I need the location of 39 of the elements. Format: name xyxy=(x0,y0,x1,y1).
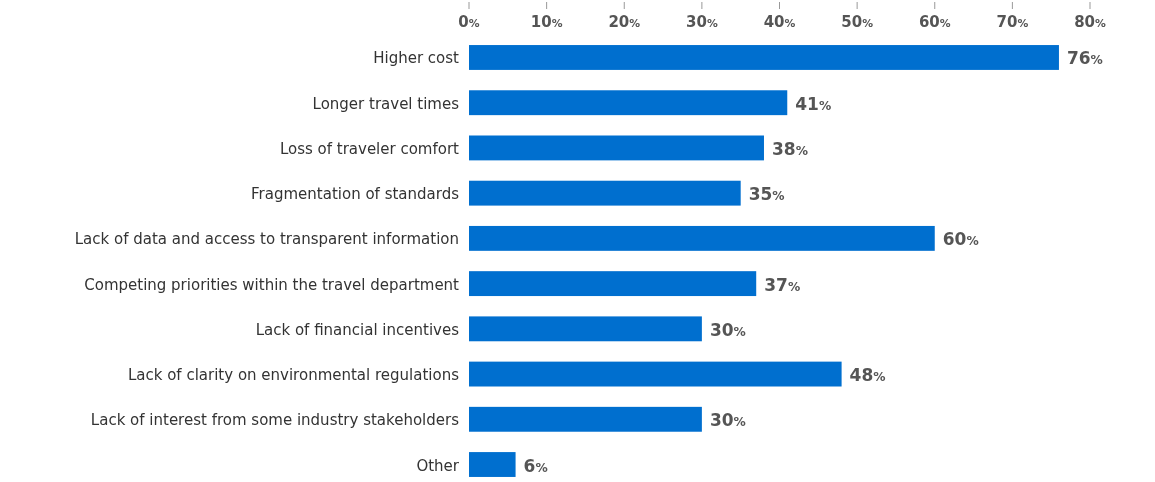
data-label: 76% xyxy=(1066,48,1103,69)
data-label: 41% xyxy=(795,93,832,114)
y-tick-label: Lack of clarity on environmental regulations xyxy=(127,366,460,385)
data-label: 6% xyxy=(523,455,548,476)
x-tick-label: 30% xyxy=(686,13,718,31)
x-tick-label: 70% xyxy=(996,13,1029,31)
y-tick-label: Lack of data and access to transparent information xyxy=(74,230,459,249)
data-label: 35% xyxy=(748,184,785,205)
y-tick-label: Higher cost xyxy=(373,49,460,68)
data-label: 48% xyxy=(849,365,886,386)
x-tick-label: 20% xyxy=(608,13,641,31)
y-tick-label: Lack of financial incentives xyxy=(255,320,460,339)
x-tick-label: 40% xyxy=(763,13,796,31)
bar xyxy=(469,180,741,206)
data-label: 38% xyxy=(771,138,808,159)
bar xyxy=(469,316,702,342)
data-label: 60% xyxy=(942,229,979,250)
bar xyxy=(469,452,516,477)
y-tick-label: Loss of traveler comfort xyxy=(279,139,460,158)
bar xyxy=(469,135,764,161)
y-tick-label: Lack of interest from some industry stakeholders xyxy=(90,411,460,430)
y-tick-label: Competing priorities within the travel department xyxy=(84,275,460,294)
x-tick-label: 0% xyxy=(458,13,480,31)
y-tick-label: Longer travel times xyxy=(312,94,460,113)
y-tick-label: Other xyxy=(416,456,460,475)
bar xyxy=(469,90,788,116)
data-label: 30% xyxy=(709,319,746,340)
bar xyxy=(469,406,702,432)
bar xyxy=(469,45,1059,70)
x-tick-label: 60% xyxy=(918,13,951,31)
y-tick-label: Fragmentation of standards xyxy=(251,185,460,204)
x-tick-label: 10% xyxy=(530,13,563,31)
data-label: 37% xyxy=(764,274,801,295)
bar xyxy=(469,271,757,297)
data-label: 30% xyxy=(709,410,746,431)
x-tick-label: 50% xyxy=(841,13,874,31)
bar xyxy=(469,225,935,251)
bar xyxy=(469,361,842,387)
x-tick-label: 80% xyxy=(1074,13,1107,31)
